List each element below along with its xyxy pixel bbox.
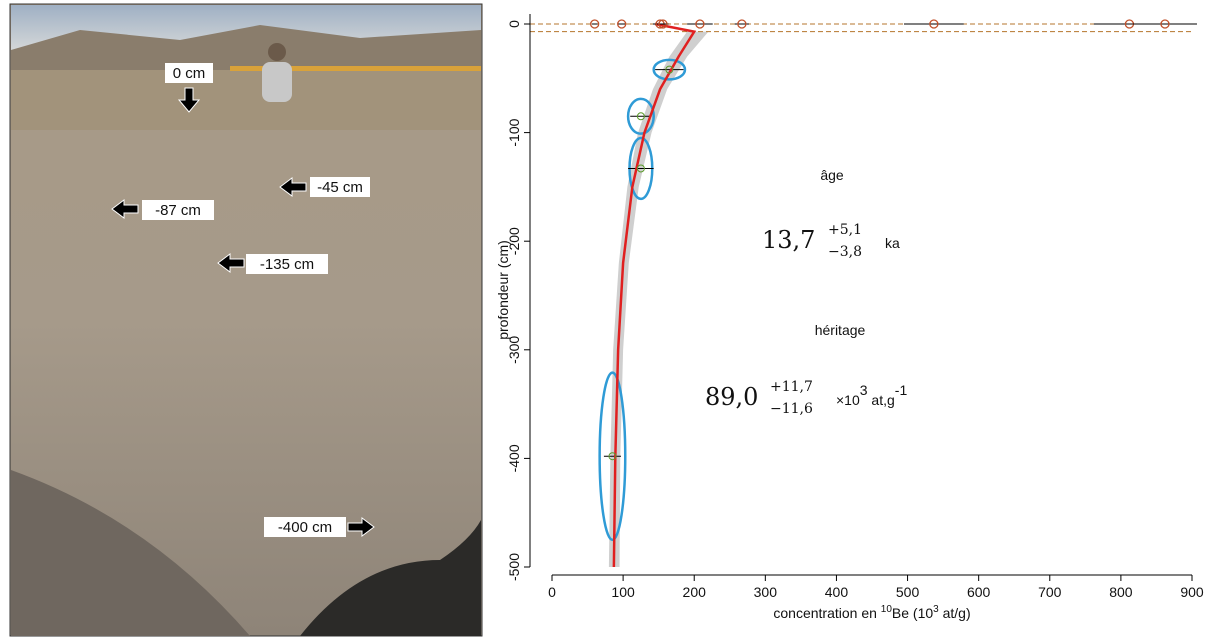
x-tick-label: 500 xyxy=(896,584,920,600)
plot: profondeur (cm) concentration en 10Be (1… xyxy=(495,14,1204,621)
inheritance-minus: −11,6 xyxy=(770,401,813,417)
photo-label-3: -135 cm xyxy=(217,253,328,274)
photo-label-4: -400 cm xyxy=(264,517,375,537)
inheritance-value: 89,0 xyxy=(705,383,758,411)
photo: 0 cm -45 cm -87 cm -135 cm -400 cm xyxy=(9,3,483,637)
x-label-part: concentration en xyxy=(773,605,880,621)
gravel xyxy=(11,470,250,636)
y-axis-label: profondeur (cm) xyxy=(495,240,511,340)
y-tick-label: -200 xyxy=(506,227,522,255)
x-tick-label: 600 xyxy=(967,584,991,600)
shadow xyxy=(300,520,481,636)
sample-point xyxy=(636,164,645,173)
photo-label-0: 0 cm xyxy=(165,63,213,113)
x-label-sup: 10 xyxy=(881,604,893,615)
surface-point xyxy=(590,19,600,29)
plain xyxy=(11,70,481,130)
x-tick-label: 900 xyxy=(1180,584,1204,600)
marks xyxy=(530,19,1197,568)
person-body xyxy=(262,62,292,102)
unit-part: at,g xyxy=(868,392,895,408)
age-minus: −3,8 xyxy=(828,244,862,260)
age-value: 13,7 xyxy=(762,226,815,254)
photo-label-2: -87 cm xyxy=(111,199,214,220)
uncertainty-band xyxy=(608,31,709,568)
unit-sup: 3 xyxy=(860,382,868,398)
age-unit: ka xyxy=(885,235,900,251)
depth-label: -400 cm xyxy=(278,519,332,536)
x-tick-label: 200 xyxy=(683,584,707,600)
mountains xyxy=(11,25,481,75)
surface-point xyxy=(617,19,627,29)
y-tick-label: 0 xyxy=(506,20,522,28)
x-tick-label: 700 xyxy=(1038,584,1062,600)
surface-point xyxy=(658,19,668,29)
x-tick-label: 100 xyxy=(611,584,635,600)
x-tick-label: 800 xyxy=(1109,584,1133,600)
sample-point xyxy=(636,112,645,121)
x-label-sup: 3 xyxy=(933,604,939,615)
sample-point xyxy=(665,65,674,74)
unit-part: ×10 xyxy=(836,392,860,408)
depth-label: -135 cm xyxy=(260,256,314,273)
age-title: âge xyxy=(820,167,844,183)
model-curve xyxy=(612,22,697,568)
y-tick-label: -500 xyxy=(506,553,522,581)
surface-point xyxy=(929,19,939,29)
age-plus: +5,1 xyxy=(828,222,862,238)
unit-sup: -1 xyxy=(895,382,908,398)
x-label-part: at/g) xyxy=(939,605,971,621)
x-label-part: Be (10 xyxy=(892,605,933,621)
sample-ellipse xyxy=(626,97,655,135)
inheritance-plus: +11,7 xyxy=(770,379,813,395)
surface-point xyxy=(737,19,747,29)
x-tick-label: 400 xyxy=(825,584,849,600)
y-tick-label: -100 xyxy=(506,118,522,146)
x-tick-label: 300 xyxy=(754,584,778,600)
plain-band xyxy=(230,66,481,71)
photo-label-1: -45 cm xyxy=(279,177,370,197)
x-tick-label: 0 xyxy=(548,584,556,600)
y-tick-label: -400 xyxy=(506,444,522,472)
person-head xyxy=(268,43,286,61)
inheritance-title: héritage xyxy=(815,322,866,338)
y-tick-label: -300 xyxy=(506,336,522,364)
depth-label: -45 cm xyxy=(317,179,363,196)
sample-ellipse xyxy=(652,58,687,81)
sample-ellipse xyxy=(598,371,627,542)
depth-label: -87 cm xyxy=(155,202,201,219)
inheritance-unit: ×103 at,g-1 xyxy=(836,382,907,408)
surface-point xyxy=(1160,19,1170,29)
surface-point xyxy=(695,19,705,29)
sample-point xyxy=(608,452,617,461)
x-axis-label: concentration en 10Be (103 at/g) xyxy=(773,604,970,621)
depth-label: 0 cm xyxy=(173,65,206,82)
